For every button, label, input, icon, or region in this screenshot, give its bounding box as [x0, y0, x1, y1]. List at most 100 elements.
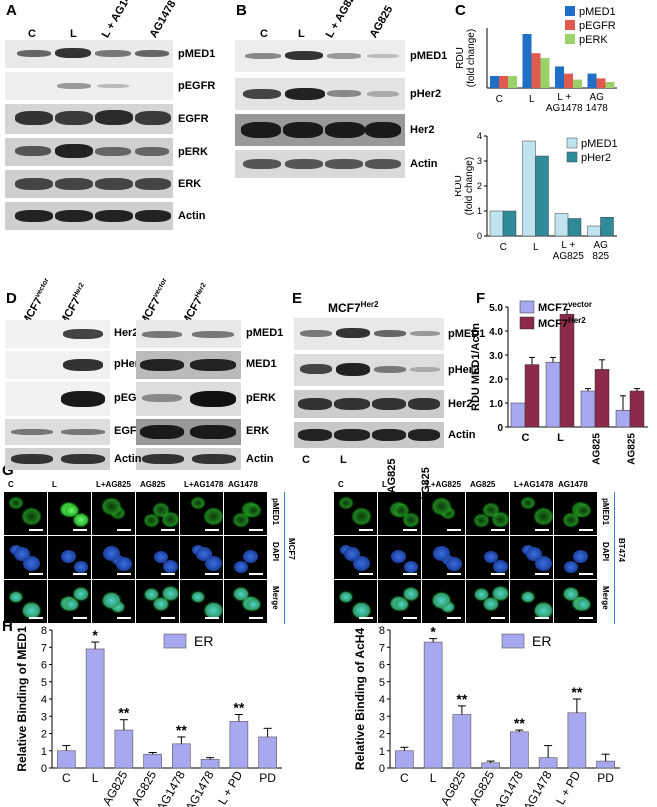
legend-label: pEGFR [579, 20, 616, 32]
y-tick-label: 1.0 [489, 399, 503, 410]
cell [404, 588, 418, 600]
panel-h-charts: 0 1 2 3 4 5 6 7 8 Relative Binding of MED1 C * L ** L … [15, 624, 620, 807]
blot-strip [136, 448, 241, 470]
blot-strip [5, 382, 110, 416]
micro-col-label: L [52, 480, 57, 489]
bar [580, 390, 596, 428]
cell [484, 504, 498, 516]
lane-label: L + AG1478 [99, 0, 140, 40]
cell [433, 499, 450, 514]
legend-label: ER [194, 633, 213, 649]
cell [564, 588, 578, 600]
scale-bar [359, 529, 373, 531]
cell [353, 509, 370, 524]
y-tick-label: 6 [379, 660, 385, 672]
micro-row-label: Merge [271, 586, 280, 610]
micrograph-tile [4, 492, 47, 535]
row-label: pMED1 [178, 48, 216, 60]
micro-col-label: L+AG1478 [184, 480, 224, 489]
cell [145, 589, 158, 600]
bar [555, 66, 564, 88]
cell [395, 505, 408, 516]
cell [535, 556, 552, 571]
cell [196, 547, 212, 561]
cell [493, 513, 508, 526]
significance-star: ** [176, 722, 187, 738]
cell [340, 592, 352, 602]
micrograph-tile [422, 492, 465, 535]
cell [564, 561, 578, 573]
blot-strip [136, 320, 241, 348]
bar [502, 210, 517, 237]
cell [577, 505, 590, 516]
legend-label: pHer2 [581, 152, 611, 164]
scale-bar [73, 617, 87, 619]
blot-strip [294, 422, 444, 448]
micro-col-label: AG825 [140, 480, 166, 489]
bar [524, 364, 540, 428]
bar [499, 76, 508, 88]
y-tick-label: 1 [379, 746, 385, 758]
legend-swatch [566, 151, 578, 163]
row-label: Her2 [410, 124, 435, 136]
tick-label: L + AG825 [553, 240, 585, 262]
y-tick-label: 0 [41, 763, 47, 775]
row-label: Actin [178, 210, 206, 222]
blot-strip [235, 114, 405, 146]
micrograph-tile [334, 492, 377, 535]
cell [103, 546, 120, 561]
bar [508, 76, 517, 88]
micrograph-tile [180, 536, 223, 579]
scale-bar [205, 573, 219, 575]
panel-label-c: C [455, 2, 466, 19]
micrograph-tile [48, 580, 91, 623]
cell [446, 557, 462, 571]
panel-label-d: D [6, 290, 17, 307]
tick-label: L [92, 771, 99, 785]
blot-strip [5, 419, 110, 445]
row-label: pHer2 [448, 364, 480, 376]
blot-strip [294, 318, 444, 350]
tick-label: AG825 [128, 768, 159, 807]
panel-label-h: H [2, 618, 13, 635]
tick-label: AG825 [627, 433, 638, 465]
cell [145, 515, 158, 526]
bar [564, 73, 573, 88]
panel-label-e: E [292, 290, 303, 307]
micro-row-label: DAPI [271, 542, 280, 562]
y-tick-label: 5 [379, 677, 385, 689]
cell [205, 603, 222, 618]
scale-bar [205, 529, 219, 531]
blot-strip [136, 419, 241, 445]
cell [475, 589, 488, 600]
blot-strip [5, 138, 173, 166]
bar [85, 648, 105, 769]
scale-bar [117, 529, 131, 531]
cell [74, 514, 88, 526]
micro-col-label: AG1478 [228, 480, 258, 489]
tick-label: C [62, 771, 71, 785]
cell [564, 514, 578, 526]
cell [353, 603, 370, 618]
cell [475, 515, 488, 526]
cell [74, 561, 88, 573]
micrograph-tile [378, 580, 421, 623]
y-tick-label: 0 [379, 763, 385, 775]
cell [192, 498, 204, 508]
blot-strip [5, 351, 110, 379]
scale-bar [447, 573, 461, 575]
tick-label: L [529, 94, 535, 105]
blot-strip [5, 72, 173, 100]
micrograph-tile [48, 536, 91, 579]
cell [14, 547, 30, 561]
scale-bar [249, 573, 263, 575]
blot-strip [5, 104, 173, 134]
y-axis-label: RDU MED1/Actin [470, 323, 482, 411]
tick-label: C [400, 771, 409, 785]
y-tick-label: 0 [477, 231, 482, 241]
legend-swatch [519, 300, 535, 314]
tick-label: C [500, 242, 507, 253]
bar [531, 53, 541, 88]
